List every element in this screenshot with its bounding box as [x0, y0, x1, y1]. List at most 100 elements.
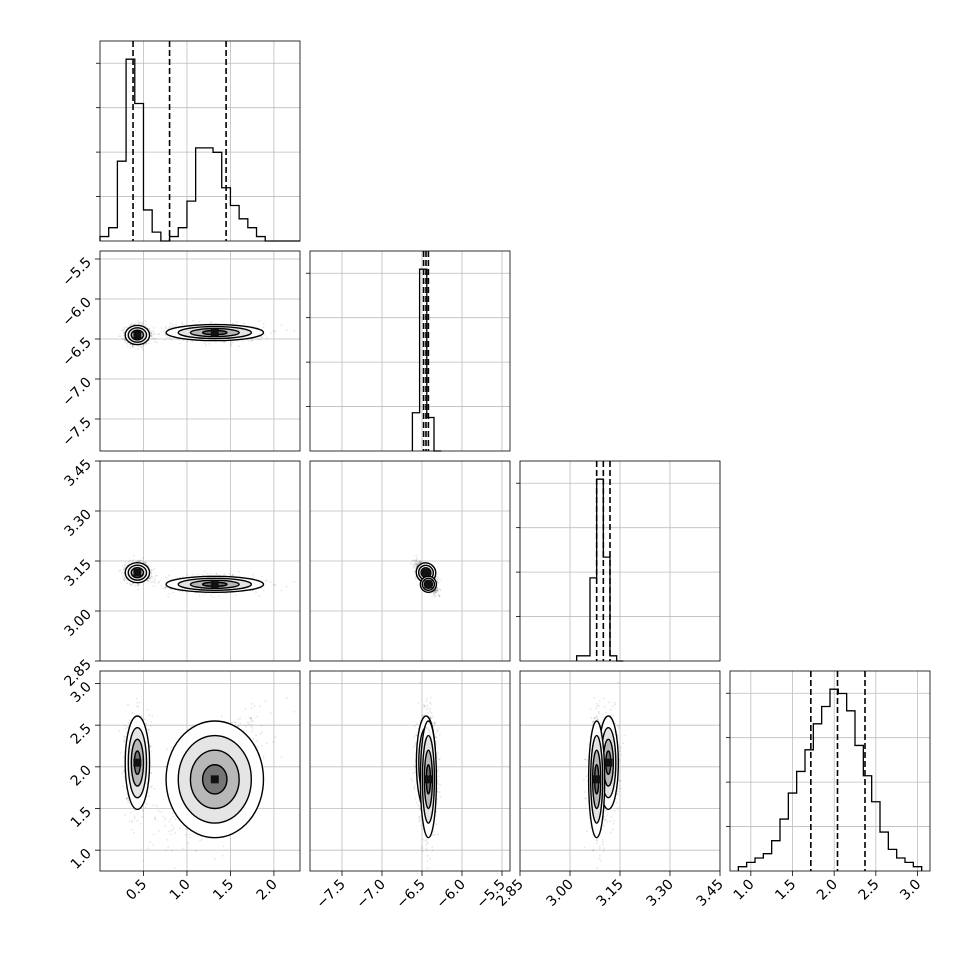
sample-point	[415, 560, 417, 562]
sample-point	[129, 811, 132, 814]
sample-point	[164, 334, 167, 337]
sample-point	[160, 327, 163, 330]
sample-point	[148, 578, 151, 580]
sample-point	[419, 561, 421, 564]
sample-point	[415, 562, 418, 565]
sample-point	[122, 329, 125, 332]
sample-point	[434, 589, 437, 592]
sample-point	[272, 329, 275, 332]
sample-point	[123, 775, 126, 778]
sample-point	[223, 573, 226, 576]
sample-point	[148, 328, 151, 331]
sample-point	[127, 722, 130, 725]
sample-point	[131, 821, 133, 823]
sample-point	[164, 339, 167, 341]
sample-point	[132, 345, 135, 348]
sample-point	[415, 560, 418, 563]
sample-point	[150, 575, 153, 577]
sample-point	[419, 560, 422, 563]
sample-point	[168, 326, 171, 328]
sample-point	[419, 561, 422, 563]
sample-point	[413, 569, 416, 572]
sample-point	[181, 323, 184, 326]
sample-point	[123, 740, 125, 743]
panel-frame	[309, 460, 511, 662]
density-peak-c1	[210, 328, 219, 337]
sample-point	[131, 711, 134, 714]
sample-point	[147, 564, 150, 567]
sample-point	[121, 338, 124, 340]
sample-point	[122, 569, 125, 571]
sample-point	[439, 578, 441, 581]
sample-point	[269, 581, 272, 583]
sample-point	[150, 335, 153, 338]
sample-point	[128, 820, 131, 823]
sample-point	[436, 589, 439, 591]
sample-point	[135, 697, 138, 700]
density-peak-c0	[422, 568, 430, 577]
sample-point	[230, 340, 233, 343]
sample-point	[172, 324, 174, 327]
sample-point	[261, 328, 263, 330]
sample-point	[123, 338, 125, 341]
sample-point	[154, 338, 157, 340]
sample-point	[198, 320, 201, 323]
sample-point	[169, 322, 172, 325]
sample-point	[433, 594, 436, 596]
sample-point	[262, 326, 265, 329]
sample-point	[436, 581, 439, 583]
sample-point	[435, 590, 438, 592]
sample-point	[413, 559, 416, 562]
sample-point	[150, 745, 153, 748]
sample-point	[181, 590, 184, 593]
sample-point	[242, 339, 245, 342]
sample-point	[251, 573, 254, 576]
sample-point	[154, 341, 156, 343]
sample-point	[129, 559, 132, 562]
sample-point	[201, 574, 204, 576]
sample-point	[138, 345, 141, 347]
sample-point	[433, 596, 436, 599]
sample-point	[157, 333, 160, 336]
sample-point	[262, 323, 265, 325]
sample-point	[413, 570, 416, 573]
sample-point	[129, 324, 132, 326]
sample-point	[258, 320, 261, 323]
sample-point	[413, 563, 416, 566]
sample-point	[285, 585, 288, 588]
sample-point	[264, 333, 267, 336]
panel-0-1	[99, 250, 301, 452]
sample-point	[251, 590, 254, 592]
sample-point	[130, 829, 133, 831]
sample-point	[145, 343, 148, 345]
sample-point	[150, 720, 153, 723]
sample-point	[164, 587, 167, 589]
sample-point	[152, 333, 155, 336]
sample-point	[164, 576, 167, 579]
sample-point	[416, 557, 418, 559]
sample-point	[209, 322, 212, 324]
sample-point	[150, 330, 152, 333]
sample-point	[130, 584, 132, 587]
sample-point	[133, 815, 136, 818]
sample-point	[150, 335, 152, 337]
sample-point	[434, 591, 437, 593]
sample-point	[438, 595, 441, 597]
sample-point	[258, 595, 261, 597]
sample-point	[150, 581, 153, 583]
sample-point	[168, 574, 171, 577]
sample-point	[438, 588, 441, 591]
sample-point	[238, 345, 240, 348]
sample-point	[123, 738, 125, 741]
sample-point	[131, 346, 134, 348]
sample-point	[122, 579, 125, 581]
sample-point	[151, 337, 154, 340]
sample-point	[150, 334, 153, 337]
sample-point	[123, 326, 126, 329]
sample-point	[147, 792, 149, 795]
sample-point	[150, 725, 152, 728]
sample-point	[413, 563, 415, 565]
sample-point	[124, 728, 127, 730]
sample-point	[237, 725, 239, 728]
sample-point	[123, 577, 125, 579]
